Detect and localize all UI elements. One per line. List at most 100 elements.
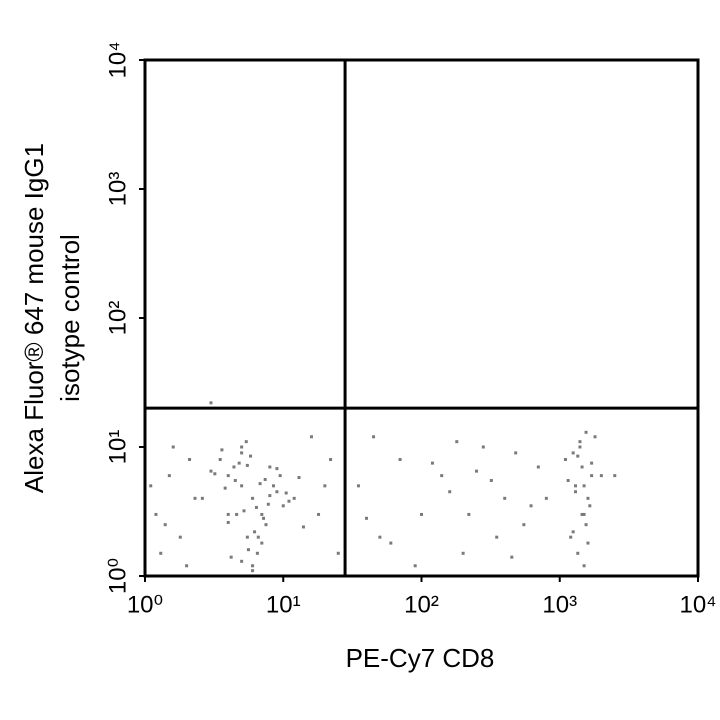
dot (251, 569, 255, 573)
dot (569, 535, 573, 539)
dot (240, 559, 244, 563)
x-tick-label: 10² (404, 591, 439, 618)
dot (220, 448, 224, 452)
dot (536, 465, 540, 469)
dot (544, 496, 548, 500)
dot (167, 474, 171, 478)
dot (599, 474, 603, 478)
dot (292, 496, 296, 500)
dot (249, 454, 253, 458)
dot (159, 551, 163, 555)
dot (233, 478, 237, 482)
dot (163, 523, 167, 527)
dot (200, 496, 204, 500)
dot (495, 535, 499, 539)
y-axis-title: isotype control (55, 234, 85, 402)
dot (213, 472, 217, 476)
dot (566, 478, 570, 482)
dot (264, 523, 268, 527)
dot (588, 504, 592, 508)
dot (398, 458, 402, 462)
dot (188, 458, 192, 462)
dot (514, 451, 518, 455)
dot (510, 555, 514, 559)
dot (171, 445, 175, 449)
dot (287, 499, 291, 503)
dot (522, 523, 526, 527)
dot (149, 484, 153, 488)
dot (571, 451, 575, 455)
dot (582, 484, 586, 488)
dot (586, 541, 590, 545)
dot (178, 535, 182, 539)
dot (281, 504, 285, 508)
dot (260, 512, 264, 516)
dot (574, 484, 578, 488)
dot (576, 551, 580, 555)
dot (251, 496, 255, 500)
dot (372, 435, 376, 439)
dot (253, 530, 257, 534)
dot (218, 458, 222, 462)
y-tick-label: 10² (104, 301, 131, 336)
x-tick-label: 10⁴ (679, 591, 716, 618)
dot (185, 564, 189, 568)
dot (226, 512, 230, 516)
dot (481, 445, 485, 449)
dot (268, 494, 272, 498)
dot (235, 512, 239, 516)
dot (590, 474, 594, 478)
dot (209, 469, 213, 473)
dot (297, 476, 301, 480)
dot (336, 551, 340, 555)
dot (529, 504, 533, 508)
dot (240, 484, 244, 488)
dot (154, 512, 158, 516)
dot (244, 440, 248, 444)
dot (240, 451, 244, 455)
dot (467, 512, 471, 516)
dot (278, 474, 282, 478)
dot (226, 520, 230, 524)
dot (251, 564, 255, 568)
dot (430, 461, 434, 465)
dot (323, 484, 327, 488)
x-tick-label: 10³ (542, 591, 577, 618)
dot (455, 440, 459, 444)
dot (284, 491, 288, 495)
dot (475, 469, 479, 473)
dot (329, 458, 333, 462)
dot (389, 541, 393, 545)
dot (193, 496, 197, 500)
dot (448, 490, 452, 494)
dot (440, 474, 444, 478)
dot (574, 490, 578, 494)
dot (571, 530, 575, 534)
x-tick-label: 10⁰ (127, 591, 163, 618)
dot (242, 509, 246, 513)
dot (578, 440, 582, 444)
dot (378, 535, 382, 539)
dot (240, 445, 244, 449)
dot (580, 512, 584, 516)
dot (364, 516, 368, 520)
dot (489, 478, 493, 482)
dot (256, 535, 260, 539)
dot (260, 541, 264, 545)
dot (317, 512, 321, 516)
dot (420, 512, 423, 516)
dot (584, 523, 588, 527)
dot (356, 484, 360, 488)
dot (226, 474, 230, 478)
dot (266, 502, 270, 506)
dot (613, 474, 617, 478)
x-tick-label: 10¹ (266, 591, 301, 618)
dot (255, 551, 259, 555)
dot (245, 463, 249, 467)
dot (584, 430, 588, 434)
dot (275, 490, 279, 494)
dot (309, 435, 313, 439)
y-tick-label: 10³ (104, 172, 131, 207)
dot (580, 465, 584, 469)
